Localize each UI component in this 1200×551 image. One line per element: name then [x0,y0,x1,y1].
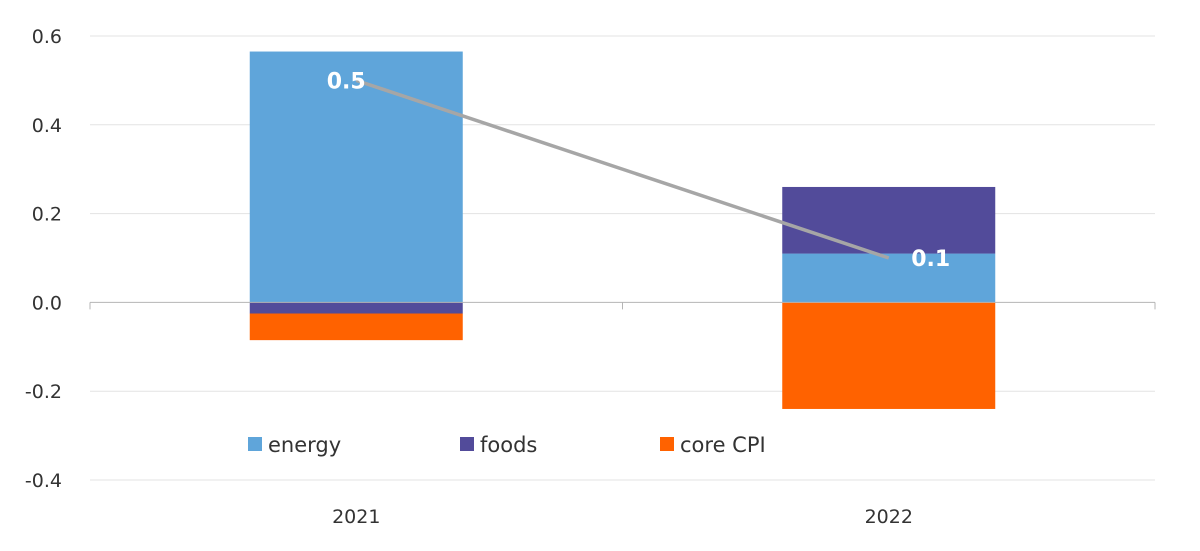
y-tick-label: -0.4 [25,470,62,492]
bar-core-cpi-2022 [782,302,996,409]
data-label: 0.5 [327,69,366,94]
legend-label: energy [268,433,341,457]
y-tick-label: 0.4 [32,115,62,137]
bars [249,51,996,409]
x-axis [89,301,1156,310]
legend-label: core CPI [680,433,766,457]
legend-label: foods [480,433,537,457]
y-axis-ticks: 0.6 0.4 0.2 0.0 -0.2 -0.4 [25,26,62,492]
x-category-label: 2022 [865,506,913,528]
y-tick-label: 0.6 [32,26,62,48]
x-axis-category-labels: 2021 2022 [332,506,913,528]
bar-energy-2021 [249,51,463,303]
bar-energy-2022 [782,253,996,303]
total-line [355,78,890,260]
legend-swatch [660,437,674,451]
data-labels: 0.5 0.1 [327,69,950,272]
bar-foods-2022 [782,186,996,254]
total-line-path [355,78,890,260]
data-label: 0.1 [911,247,950,272]
y-tick-label: -0.2 [25,381,62,403]
x-category-label: 2021 [332,506,380,528]
y-tick-label: 0.0 [32,292,62,314]
legend-swatch [460,437,474,451]
y-tick-label: 0.2 [32,204,62,226]
legend: energy foods core CPI [248,433,766,457]
bar-core-cpi-2021 [249,313,463,341]
bar-foods-2021 [249,302,463,314]
legend-swatch [248,437,262,451]
